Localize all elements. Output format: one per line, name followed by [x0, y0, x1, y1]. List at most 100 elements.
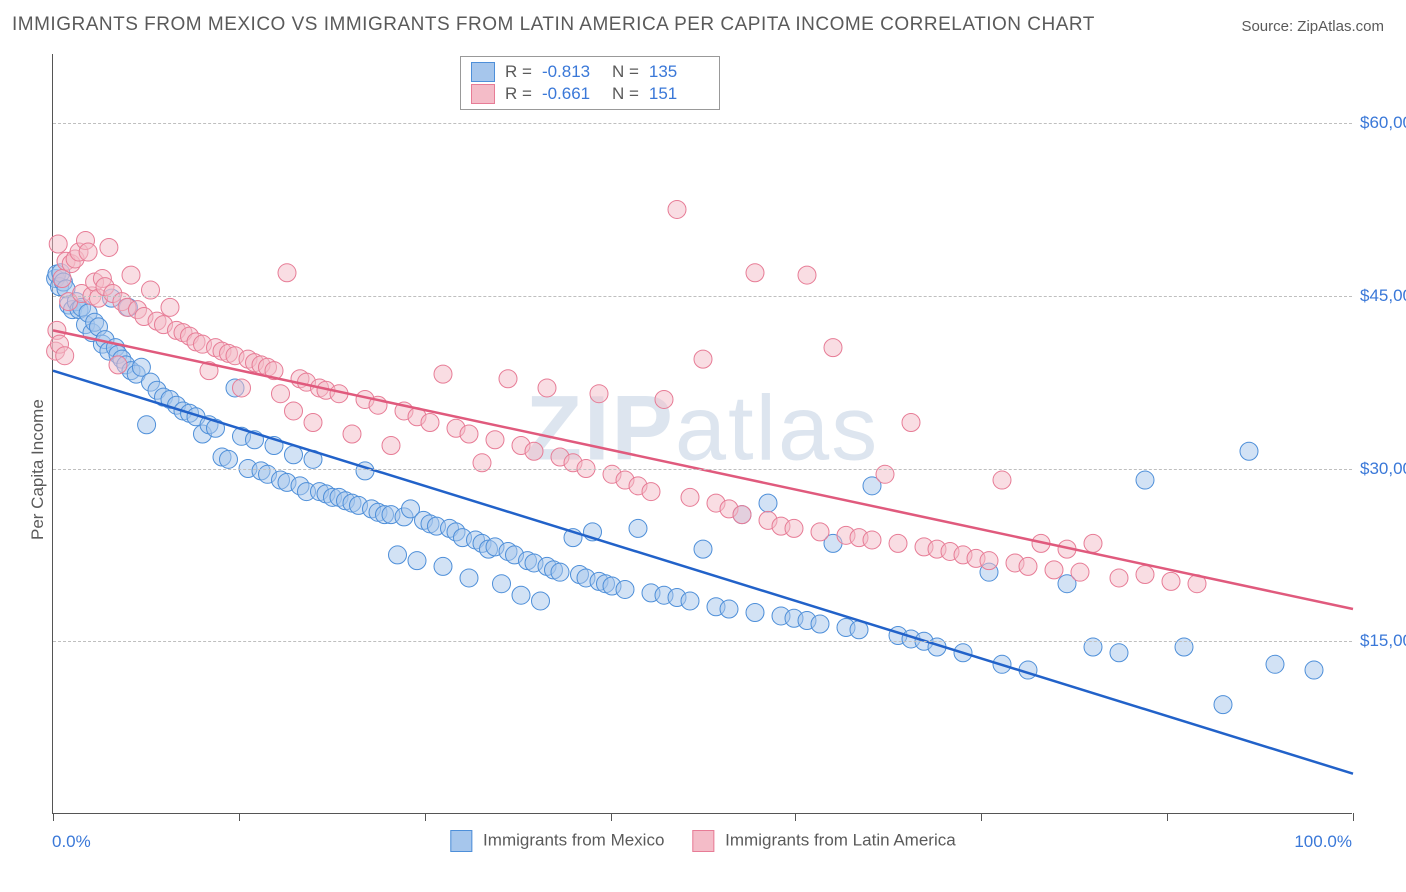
- data-point: [733, 506, 751, 524]
- bottom-legend: Immigrants from Mexico Immigrants from L…: [450, 830, 955, 852]
- plot-area: ZIPatlas $15,000$30,000$45,000$60,000: [52, 54, 1352, 814]
- legend-item-2: Immigrants from Latin America: [692, 830, 955, 852]
- data-point: [863, 531, 881, 549]
- n-value-2: 151: [649, 84, 709, 104]
- x-tick: [425, 813, 426, 821]
- data-point: [525, 442, 543, 460]
- corr-swatch-2: [471, 84, 495, 104]
- data-point: [434, 557, 452, 575]
- data-point: [616, 580, 634, 598]
- data-point: [1045, 561, 1063, 579]
- data-point: [56, 347, 74, 365]
- legend-item-1: Immigrants from Mexico: [450, 830, 664, 852]
- data-point: [668, 200, 686, 218]
- data-point: [161, 298, 179, 316]
- gridline: [53, 641, 1352, 642]
- scatter-svg: [53, 54, 1352, 813]
- data-point: [824, 339, 842, 357]
- x-tick: [795, 813, 796, 821]
- data-point: [408, 552, 426, 570]
- data-point: [109, 356, 127, 374]
- legend-swatch-2: [692, 830, 714, 852]
- data-point: [1214, 696, 1232, 714]
- data-point: [486, 431, 504, 449]
- data-point: [811, 523, 829, 541]
- trend-line: [53, 371, 1353, 774]
- data-point: [785, 519, 803, 537]
- data-point: [1110, 644, 1128, 662]
- data-point: [389, 546, 407, 564]
- y-tick-label: $30,000: [1357, 458, 1406, 480]
- data-point: [720, 600, 738, 618]
- data-point: [642, 483, 660, 501]
- data-point: [590, 385, 608, 403]
- gridline: [53, 123, 1352, 124]
- x-tick: [1167, 813, 1168, 821]
- data-point: [272, 385, 290, 403]
- data-point: [499, 370, 517, 388]
- r-label: R =: [505, 84, 532, 104]
- data-point: [1071, 563, 1089, 581]
- legend-label-2: Immigrants from Latin America: [725, 830, 956, 849]
- data-point: [902, 413, 920, 431]
- r-value-1: -0.813: [542, 62, 602, 82]
- n-label: N =: [612, 84, 639, 104]
- data-point: [1084, 534, 1102, 552]
- gridline: [53, 296, 1352, 297]
- data-point: [1019, 557, 1037, 575]
- data-point: [512, 586, 530, 604]
- corr-swatch-1: [471, 62, 495, 82]
- data-point: [278, 264, 296, 282]
- data-point: [100, 238, 118, 256]
- data-point: [1136, 565, 1154, 583]
- n-value-1: 135: [649, 62, 709, 82]
- data-point: [1305, 661, 1323, 679]
- y-axis-label: Per Capita Income: [28, 399, 48, 540]
- x-axis-max: 100.0%: [1294, 832, 1352, 852]
- data-point: [79, 243, 97, 261]
- y-tick-label: $60,000: [1357, 112, 1406, 134]
- data-point: [122, 266, 140, 284]
- data-point: [798, 266, 816, 284]
- data-point: [889, 534, 907, 552]
- y-tick-label: $45,000: [1357, 285, 1406, 307]
- data-point: [233, 379, 251, 397]
- data-point: [694, 540, 712, 558]
- r-value-2: -0.661: [542, 84, 602, 104]
- data-point: [811, 615, 829, 633]
- gridline: [53, 469, 1352, 470]
- data-point: [285, 402, 303, 420]
- data-point: [1266, 655, 1284, 673]
- correlation-legend: R = -0.813 N = 135 R = -0.661 N = 151: [460, 56, 720, 110]
- y-tick-label: $15,000: [1357, 630, 1406, 652]
- x-tick: [1353, 813, 1354, 821]
- data-point: [681, 592, 699, 610]
- x-tick: [981, 813, 982, 821]
- chart-title: IMMIGRANTS FROM MEXICO VS IMMIGRANTS FRO…: [12, 14, 1095, 36]
- data-point: [1110, 569, 1128, 587]
- corr-row-1: R = -0.813 N = 135: [471, 61, 709, 83]
- data-point: [551, 563, 569, 581]
- data-point: [434, 365, 452, 383]
- data-point: [694, 350, 712, 368]
- data-point: [421, 413, 439, 431]
- x-tick: [239, 813, 240, 821]
- data-point: [460, 425, 478, 443]
- data-point: [681, 488, 699, 506]
- data-point: [629, 519, 647, 537]
- data-point: [993, 471, 1011, 489]
- data-point: [49, 235, 67, 253]
- data-point: [538, 379, 556, 397]
- data-point: [220, 450, 238, 468]
- data-point: [1136, 471, 1154, 489]
- data-point: [1162, 572, 1180, 590]
- data-point: [493, 575, 511, 593]
- x-axis-min: 0.0%: [52, 832, 91, 852]
- n-label: N =: [612, 62, 639, 82]
- data-point: [304, 413, 322, 431]
- data-point: [746, 603, 764, 621]
- data-point: [343, 425, 361, 443]
- data-point: [759, 494, 777, 512]
- x-tick: [611, 813, 612, 821]
- data-point: [655, 390, 673, 408]
